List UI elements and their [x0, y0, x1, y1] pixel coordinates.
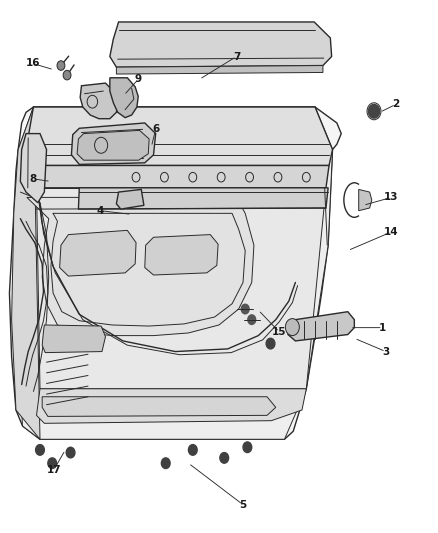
Text: 13: 13: [384, 192, 399, 203]
Polygon shape: [78, 188, 328, 209]
Polygon shape: [36, 188, 326, 389]
Circle shape: [266, 338, 275, 349]
Polygon shape: [60, 230, 136, 276]
Polygon shape: [42, 325, 106, 353]
Text: 3: 3: [382, 346, 389, 357]
Circle shape: [63, 70, 71, 80]
Text: 15: 15: [272, 327, 286, 337]
Text: 8: 8: [29, 174, 36, 184]
Polygon shape: [12, 107, 40, 439]
Polygon shape: [145, 235, 218, 275]
Polygon shape: [36, 389, 306, 423]
Text: 14: 14: [384, 227, 399, 237]
Polygon shape: [10, 107, 341, 439]
Text: 5: 5: [240, 499, 247, 510]
Circle shape: [161, 458, 170, 469]
Polygon shape: [26, 107, 332, 165]
Circle shape: [48, 458, 57, 469]
Circle shape: [188, 445, 197, 455]
Circle shape: [66, 447, 75, 458]
Polygon shape: [36, 165, 329, 188]
Polygon shape: [20, 134, 46, 203]
Circle shape: [57, 61, 65, 70]
Polygon shape: [71, 123, 155, 165]
Text: 16: 16: [25, 59, 40, 68]
Text: 7: 7: [233, 52, 240, 61]
Polygon shape: [27, 197, 254, 336]
Polygon shape: [110, 78, 138, 118]
Circle shape: [35, 445, 44, 455]
Polygon shape: [16, 107, 332, 439]
Text: 4: 4: [96, 206, 104, 216]
Polygon shape: [359, 189, 372, 211]
Circle shape: [248, 315, 256, 325]
Circle shape: [241, 304, 249, 314]
Polygon shape: [117, 66, 323, 74]
Text: 1: 1: [379, 322, 386, 333]
Polygon shape: [80, 83, 118, 119]
Circle shape: [243, 442, 252, 453]
Polygon shape: [110, 22, 332, 67]
Circle shape: [368, 104, 380, 118]
Polygon shape: [42, 397, 276, 416]
Polygon shape: [117, 189, 144, 209]
Text: 6: 6: [152, 124, 159, 134]
Circle shape: [220, 453, 229, 463]
Text: 2: 2: [392, 99, 399, 109]
Circle shape: [286, 319, 299, 336]
Polygon shape: [288, 312, 354, 341]
Text: 17: 17: [47, 465, 61, 474]
Text: 9: 9: [134, 75, 142, 84]
Polygon shape: [77, 131, 149, 160]
